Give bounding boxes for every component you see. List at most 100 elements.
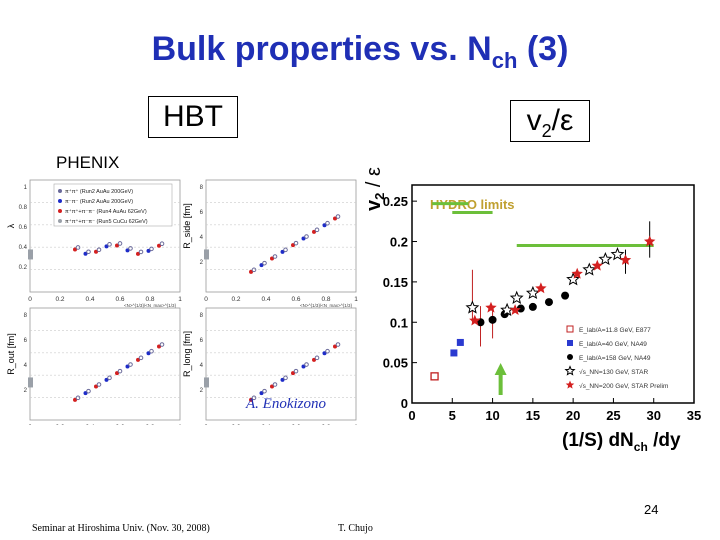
- point-open-star: [509, 290, 524, 304]
- y-tick-label: 1: [24, 185, 28, 191]
- x-tick-label: 0.2: [55, 296, 64, 303]
- hydro-limits-annotation: HYDRO limits: [430, 197, 515, 212]
- point-open-star: [525, 285, 540, 300]
- data-point: [314, 355, 320, 361]
- data-point: [293, 240, 299, 246]
- legend-label: √s_NN=130 GeV, STAR: [579, 368, 648, 376]
- y-tick-label: 0.25: [383, 194, 408, 209]
- y-axis-label: R_out [fm]: [6, 333, 16, 375]
- hbt-legend: π⁺π⁺ (Run2 AuAu 200GeV) π⁻π⁻ (Run2 AuAu 2…: [53, 183, 173, 227]
- point-filled-circle: [561, 291, 570, 300]
- y-axis-label: v2 / ε: [363, 167, 387, 211]
- y-tick-label: 0.15: [383, 275, 408, 290]
- point-open-star: [566, 272, 581, 286]
- legend-marker: [567, 340, 573, 346]
- legend-label: π⁺π⁺+π⁻π⁻ (Run4 AuAu 62GeV): [65, 208, 147, 215]
- data-point: [251, 395, 257, 401]
- y-tick-label: 2: [200, 260, 204, 266]
- point-open-star: [610, 247, 625, 261]
- hbt-label-box: HBT: [148, 96, 238, 138]
- data-point: [283, 375, 288, 381]
- y-tick-label: 4: [24, 363, 28, 369]
- x-tick-label: 0.2: [55, 424, 64, 425]
- data-point: [107, 375, 112, 381]
- y-tick-label: 0.1: [390, 315, 408, 330]
- legend-label: π⁻π⁻ (Run2 AuAu 200GeV): [65, 199, 133, 205]
- point-filled-star: [509, 304, 521, 315]
- x-tick-label: 0: [28, 424, 32, 425]
- x-tick-label: 0.4: [261, 424, 270, 425]
- slide-title: Bulk properties vs. Nch (3): [151, 30, 569, 73]
- y-tick-label: 0.8: [19, 205, 28, 211]
- legend-marker: [566, 325, 574, 333]
- point-filled-circle: [528, 302, 537, 311]
- y-tick-label: 0.05: [383, 356, 408, 371]
- y-tick-label: 0.2: [19, 265, 28, 271]
- data-point: [159, 241, 165, 247]
- x-tick-label: 25: [606, 408, 620, 423]
- legend-label: E_lab/A=158 GeV, NA49: [579, 355, 651, 362]
- x-tick-label: 1: [354, 424, 358, 425]
- x-tick-label: 0.4: [261, 296, 270, 303]
- legend-label: E_lab/A=11.8 GeV, E877: [579, 327, 651, 334]
- data-point: [117, 241, 123, 246]
- data-point: [251, 267, 257, 273]
- y-axis-label: λ: [6, 223, 16, 228]
- sys-box: [204, 249, 209, 260]
- point-open-star: [582, 262, 597, 276]
- footer-author: T. Chujo: [338, 523, 373, 534]
- x-tick-label: 0.6: [115, 296, 124, 303]
- data-point: [304, 362, 309, 367]
- x-tick-label: 0: [204, 296, 208, 303]
- slide-number: 24: [644, 502, 659, 517]
- data-point: [159, 342, 165, 347]
- x-axis-label: (1/S) dNch /dy: [562, 430, 681, 454]
- point-filled-circle: [488, 315, 497, 324]
- legend-label: √s_NN=200 GeV, STAR Prelim: [579, 382, 668, 390]
- legend-marker: [58, 199, 62, 203]
- legend-marker: [58, 209, 62, 213]
- point-open-star: [598, 252, 613, 266]
- x-tick-label: 20: [566, 408, 580, 423]
- y-tick-label: 6: [24, 338, 28, 344]
- data-point: [86, 249, 91, 255]
- x-tick-label: 0.8: [145, 424, 154, 425]
- v2-eps-label-box: v2/ε: [510, 100, 590, 142]
- data-point: [293, 368, 299, 374]
- legend-marker: [567, 354, 573, 360]
- sys-box: [28, 377, 33, 388]
- data-point: [86, 388, 91, 394]
- data-point: [335, 214, 341, 219]
- x-tick-label: 35: [687, 408, 701, 423]
- point-filled-star: [644, 235, 656, 247]
- data-point: [325, 220, 330, 226]
- y-tick-label: 0.2: [390, 235, 408, 250]
- x-tick-label: 1: [354, 296, 358, 303]
- hbt-panel-long: 864200.20.40.60.81<N>^{1/3}/<N_max>^{1/3…: [182, 307, 358, 425]
- y-tick-label: 2: [200, 388, 204, 394]
- point-filled-circle: [516, 304, 525, 313]
- x-tick-label: 0: [204, 424, 208, 425]
- figure-credit: A. Enokizono: [246, 396, 326, 412]
- y-tick-label: 0: [401, 396, 408, 411]
- x-tick-label: 0.6: [291, 296, 300, 303]
- data-point: [262, 388, 267, 394]
- data-point: [75, 245, 81, 250]
- phenix-label: PHENIX: [56, 153, 120, 172]
- hbt-radii-figure: 10.80.60.40.20 0.2 0.4 0.6 0.8 1<N>^{1/3}/<N_…: [0, 170, 360, 425]
- y-tick-label: 0.4: [19, 245, 28, 251]
- data-point: [128, 246, 133, 251]
- hbt-panel-out: 864200.20.40.60.81<N>^{1/3}/<N_max>^{1/3…: [6, 307, 182, 425]
- point-filled-square: [456, 338, 464, 346]
- data-point: [96, 247, 102, 253]
- y-tick-label: 8: [200, 313, 204, 319]
- x-tick-label: 0.4: [85, 424, 94, 425]
- y-tick-label: 4: [200, 235, 204, 241]
- legend-marker: [58, 219, 62, 223]
- x-tick-label: 0: [408, 408, 415, 423]
- data-point: [314, 227, 320, 233]
- footer-venue: Seminar at Hiroshima Univ. (Nov. 30, 200…: [32, 523, 210, 534]
- y-tick-label: 8: [200, 185, 204, 191]
- point-filled-star: [469, 314, 481, 326]
